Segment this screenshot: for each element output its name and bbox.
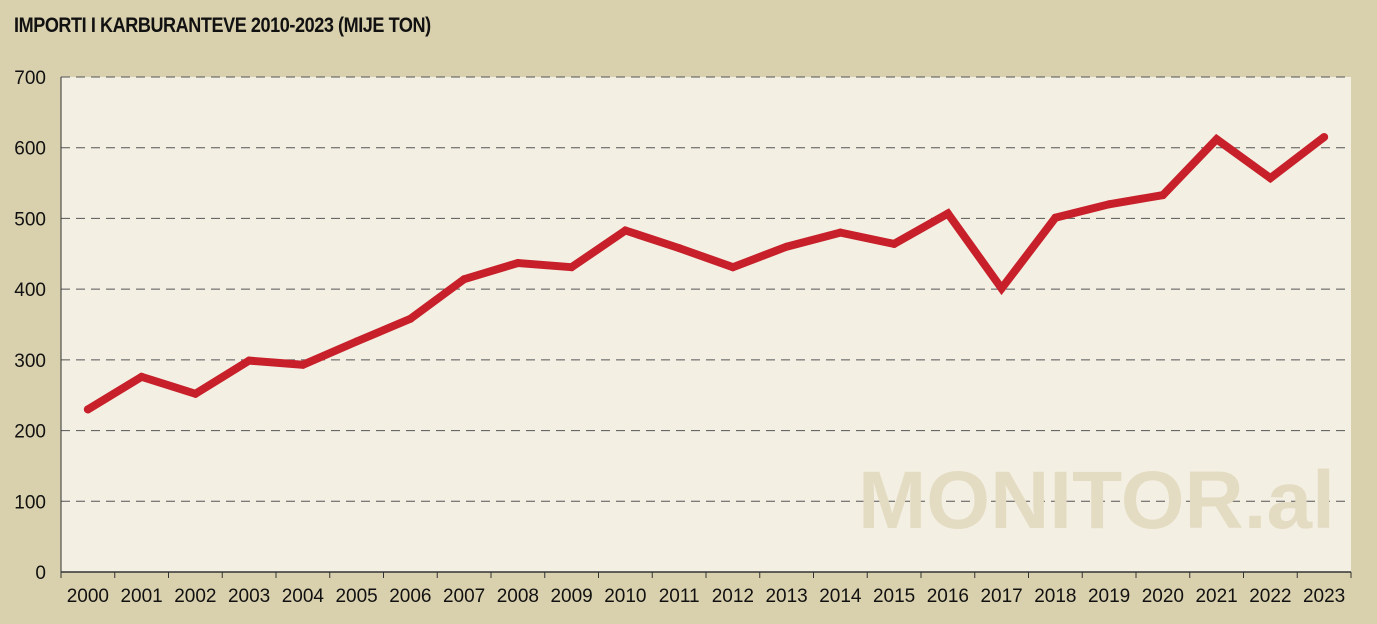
data-point [245, 356, 254, 365]
x-tick-label: 2007 [443, 586, 485, 607]
x-tick-label: 2011 [659, 586, 700, 607]
data-point [513, 258, 522, 267]
x-tick-label: 2013 [765, 586, 807, 607]
data-point [1158, 191, 1167, 200]
data-point [890, 239, 899, 248]
y-tick-label: 200 [14, 422, 46, 443]
x-tick-label: 2009 [550, 586, 592, 607]
data-point [782, 242, 791, 251]
data-point [997, 284, 1006, 293]
data-point [352, 337, 361, 346]
x-tick-label: 2001 [120, 586, 162, 607]
x-tick-label: 2003 [228, 586, 270, 607]
data-point [567, 263, 576, 272]
x-tick-label: 2017 [980, 586, 1022, 607]
x-tick-label: 2018 [1034, 586, 1076, 607]
x-tick-label: 2019 [1088, 586, 1130, 607]
data-point [191, 389, 200, 398]
x-tick-label: 2021 [1195, 586, 1237, 607]
x-tick-label: 2005 [335, 586, 377, 607]
data-point [1105, 200, 1114, 209]
y-tick-label: 300 [14, 351, 46, 372]
x-tick-label: 2008 [497, 586, 539, 607]
data-point [406, 314, 415, 323]
y-tick-labels: 0 100 200 300 400 500 600 700 [14, 68, 46, 584]
x-tick-label: 2022 [1249, 586, 1291, 607]
y-tick-label: 100 [14, 492, 46, 513]
x-tick-label: 2002 [174, 586, 216, 607]
x-tick-label: 2012 [712, 586, 754, 607]
series-line [83, 133, 1329, 414]
x-tick-label: 2023 [1303, 586, 1345, 607]
x-tick-label: 2016 [927, 586, 969, 607]
data-point [1320, 133, 1329, 142]
y-tick-label: 600 [14, 139, 46, 160]
data-point [836, 228, 845, 237]
y-tick-label: 700 [14, 68, 46, 89]
x-tick-label: 2010 [604, 586, 646, 607]
plot-area [61, 77, 1351, 572]
data-point [460, 275, 469, 284]
watermark: MONITOR.al [858, 455, 1335, 546]
data-point [1266, 174, 1275, 183]
y-tick-label: 500 [14, 209, 46, 230]
data-point [728, 263, 737, 272]
data-point [621, 226, 630, 235]
y-tick-label: 0 [35, 563, 46, 584]
x-tick-label: 2000 [67, 586, 109, 607]
x-tick-labels: 2000 2001 2002 2003 2004 2005 2006 2007 2008 2009… [67, 586, 1346, 607]
x-tick-label: 2004 [282, 586, 325, 607]
data-point [1212, 135, 1221, 144]
data-point [298, 360, 307, 369]
axes [60, 77, 1352, 578]
data-point [943, 209, 952, 218]
data-point [137, 372, 146, 381]
data-point [675, 244, 684, 253]
x-tick-label: 2015 [873, 586, 915, 607]
y-tick-label: 400 [14, 280, 46, 301]
x-tick-label: 2014 [819, 586, 862, 607]
chart-title: IMPORTI I KARBURANTEVE 2010-2023 (MIJE T… [14, 14, 431, 37]
data-point [83, 405, 92, 414]
data-point [1051, 213, 1060, 222]
x-tick-label: 2020 [1142, 586, 1184, 607]
x-tick-label: 2006 [389, 586, 431, 607]
